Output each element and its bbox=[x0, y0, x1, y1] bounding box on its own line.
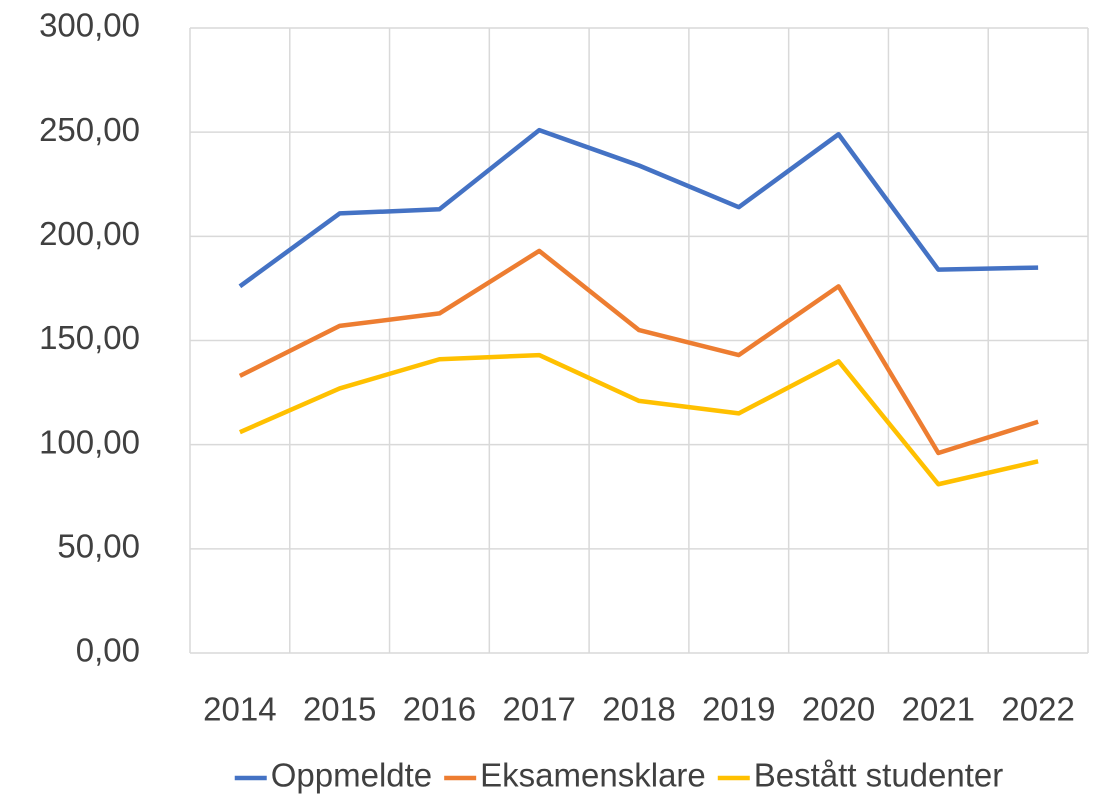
x-tick-label: 2016 bbox=[403, 691, 476, 728]
series-line bbox=[238, 248, 1039, 456]
x-tick-label: 2018 bbox=[602, 691, 675, 728]
y-tick-label: 200,00 bbox=[39, 215, 140, 252]
y-tick-label: 100,00 bbox=[39, 423, 140, 460]
x-tick-label: 2017 bbox=[503, 691, 576, 728]
y-tick-label: 0,00 bbox=[76, 632, 140, 669]
legend-label: Oppmeldte bbox=[271, 757, 432, 794]
y-tick-label: 50,00 bbox=[57, 528, 140, 565]
y-tick-label: 250,00 bbox=[39, 111, 140, 148]
x-tick-label: 2020 bbox=[802, 691, 875, 728]
series-line bbox=[238, 352, 1039, 487]
x-tick-label: 2019 bbox=[702, 691, 775, 728]
x-tick-label: 2022 bbox=[1001, 691, 1074, 728]
y-tick-label: 300,00 bbox=[39, 7, 140, 44]
x-tick-label: 2015 bbox=[303, 691, 376, 728]
series-line bbox=[238, 127, 1039, 289]
y-tick-label: 150,00 bbox=[39, 319, 140, 356]
legend-label: Eksamensklare bbox=[480, 757, 706, 794]
x-tick-label: 2021 bbox=[902, 691, 975, 728]
legend-label: Bestått studenter bbox=[754, 757, 1003, 794]
x-tick-label: 2014 bbox=[203, 691, 276, 728]
